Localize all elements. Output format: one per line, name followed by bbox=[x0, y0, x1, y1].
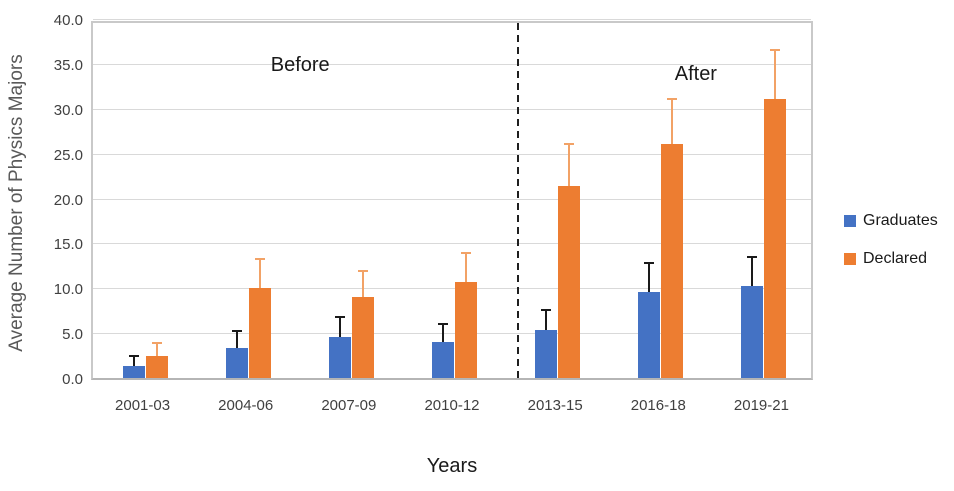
bar-graduates-2019-21 bbox=[741, 285, 764, 378]
y-tick-label: 35.0 bbox=[53, 56, 83, 74]
x-axis-title: Years bbox=[426, 455, 478, 477]
before-after-divider-line bbox=[517, 23, 520, 378]
legend: Graduates Declared bbox=[844, 212, 938, 288]
legend-item-declared: Declared bbox=[844, 250, 938, 268]
gridline bbox=[93, 108, 811, 110]
error-bar-declared-2007-09 bbox=[361, 271, 364, 298]
legend-swatch-icon bbox=[844, 215, 856, 227]
y-tick-label: 30.0 bbox=[53, 101, 83, 119]
x-tick-label: 2013-15 bbox=[527, 397, 583, 414]
bar-graduates-2010-12 bbox=[432, 342, 454, 378]
error-bar-graduates-2004-06 bbox=[235, 331, 238, 349]
x-tick-label: 2016-18 bbox=[630, 397, 686, 414]
bar-declared-2001-03 bbox=[145, 356, 168, 378]
error-cap-declared-2019-21 bbox=[770, 49, 781, 52]
bar-graduates-2007-09 bbox=[328, 336, 351, 378]
bar-graduates-2001-03 bbox=[122, 366, 145, 378]
gridline bbox=[93, 63, 811, 65]
bar-declared-2016-18 bbox=[661, 143, 684, 378]
error-cap-declared-2013-15 bbox=[564, 142, 575, 145]
error-bar-declared-2019-21 bbox=[774, 50, 777, 99]
error-cap-graduates-2001-03 bbox=[128, 354, 139, 357]
gridline bbox=[93, 198, 811, 200]
y-tick-label: 40.0 bbox=[53, 12, 83, 29]
error-bar-declared-2013-15 bbox=[568, 143, 571, 186]
error-cap-graduates-2007-09 bbox=[334, 315, 345, 318]
legend-item-graduates: Graduates bbox=[844, 212, 938, 230]
error-cap-declared-2001-03 bbox=[151, 342, 162, 344]
gridline bbox=[93, 243, 811, 245]
plot-area: Before After bbox=[91, 19, 813, 380]
x-tick-label: 2001-03 bbox=[115, 397, 171, 414]
error-cap-declared-2016-18 bbox=[667, 97, 678, 100]
error-bar-declared-2001-03 bbox=[155, 343, 158, 357]
annotation-after: After bbox=[674, 63, 717, 85]
bar-declared-2004-06 bbox=[248, 288, 271, 378]
annotation-before: Before bbox=[270, 54, 330, 76]
y-tick-label: 20.0 bbox=[53, 191, 83, 209]
error-bar-graduates-2016-18 bbox=[648, 263, 651, 292]
bar-graduates-2013-15 bbox=[535, 330, 558, 378]
error-bar-graduates-2007-09 bbox=[338, 316, 341, 337]
bar-graduates-2004-06 bbox=[225, 348, 248, 378]
x-tick-label: 2019-21 bbox=[733, 397, 789, 414]
x-tick-label: 2004-06 bbox=[218, 397, 274, 414]
error-bar-graduates-2019-21 bbox=[751, 256, 754, 286]
x-tick-label: 2007-09 bbox=[321, 397, 377, 414]
legend-label: Declared bbox=[863, 250, 928, 267]
bar-graduates-2016-18 bbox=[638, 291, 661, 378]
x-tick-label: 2010-12 bbox=[424, 397, 480, 414]
error-bar-declared-2010-12 bbox=[465, 253, 467, 282]
error-bar-graduates-2010-12 bbox=[442, 324, 444, 343]
y-tick-label: 0.0 bbox=[62, 371, 83, 388]
gridline bbox=[93, 153, 811, 155]
bar-declared-2010-12 bbox=[455, 281, 477, 378]
error-bar-declared-2004-06 bbox=[258, 258, 261, 289]
error-cap-declared-2010-12 bbox=[461, 252, 471, 255]
error-cap-declared-2004-06 bbox=[254, 257, 265, 260]
bar-declared-2013-15 bbox=[558, 185, 581, 378]
legend-swatch-icon bbox=[844, 253, 856, 265]
error-cap-graduates-2010-12 bbox=[438, 323, 448, 326]
error-bar-graduates-2013-15 bbox=[545, 309, 548, 331]
y-tick-label: 5.0 bbox=[62, 326, 83, 344]
gridline bbox=[93, 333, 811, 335]
error-cap-graduates-2019-21 bbox=[747, 255, 758, 258]
error-bar-declared-2016-18 bbox=[671, 98, 674, 144]
error-bar-graduates-2001-03 bbox=[132, 355, 135, 367]
bar-declared-2019-21 bbox=[764, 98, 787, 378]
y-tick-label: 15.0 bbox=[53, 236, 83, 254]
error-cap-graduates-2016-18 bbox=[644, 262, 655, 265]
error-cap-graduates-2004-06 bbox=[231, 330, 242, 333]
y-tick-label: 25.0 bbox=[53, 146, 83, 164]
error-cap-declared-2007-09 bbox=[357, 270, 368, 273]
bar-declared-2007-09 bbox=[351, 297, 374, 378]
gridline bbox=[93, 288, 811, 290]
y-tick-label: 10.0 bbox=[53, 281, 83, 299]
gridline bbox=[93, 19, 811, 20]
error-cap-graduates-2013-15 bbox=[541, 308, 552, 311]
legend-label: Graduates bbox=[863, 212, 938, 229]
